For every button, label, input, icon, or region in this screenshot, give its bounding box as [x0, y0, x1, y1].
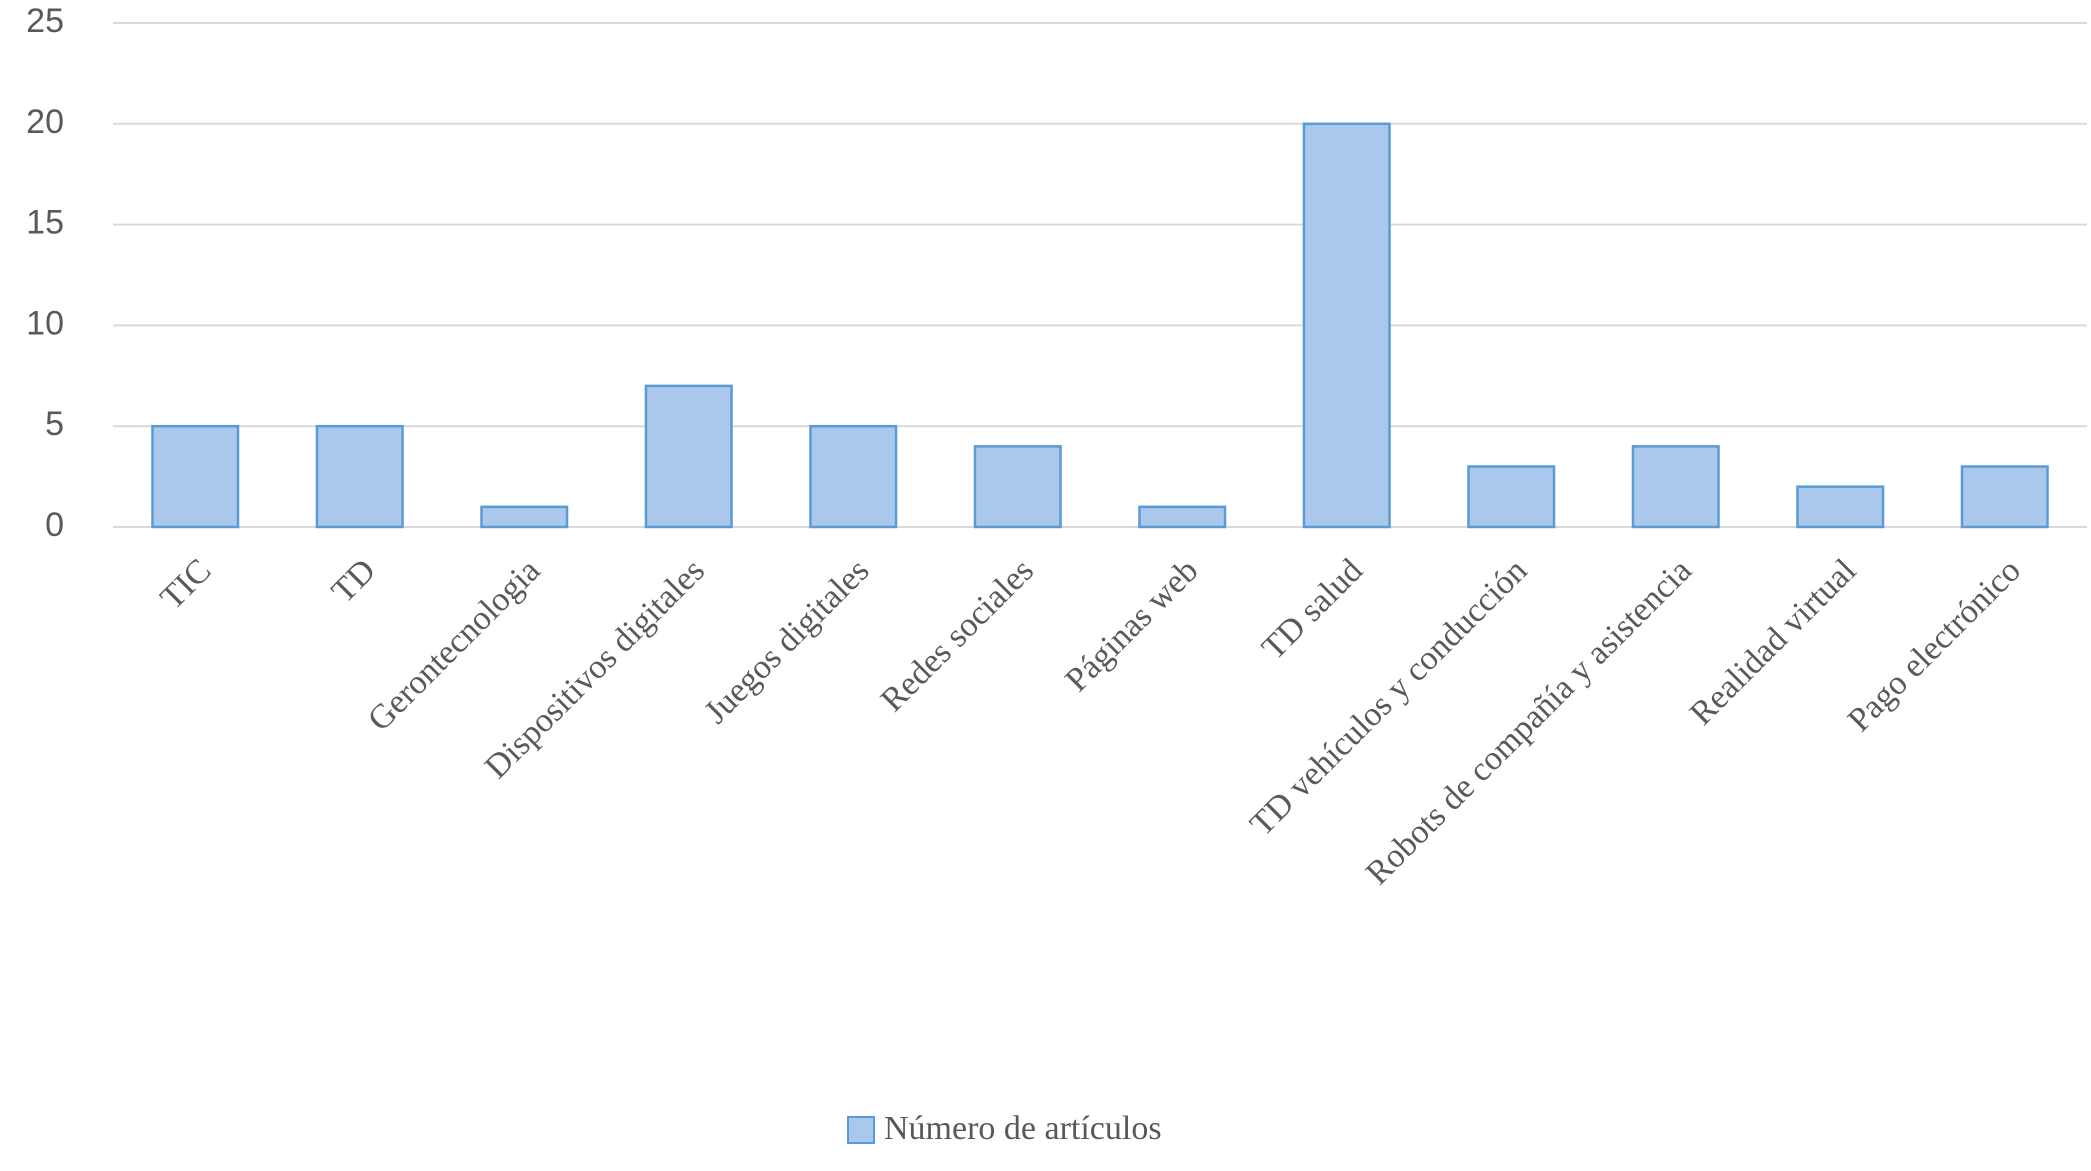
bar	[315, 424, 404, 529]
legend-label: Número de artículos	[884, 1110, 1162, 1147]
bar	[1960, 465, 2049, 529]
x-tick-label: Pago electrónico	[1841, 552, 2028, 739]
bar	[1138, 505, 1227, 529]
x-tick-label: Juegos digitales	[697, 552, 876, 731]
x-tick-label: Redes sociales	[874, 552, 1041, 719]
bar	[151, 424, 240, 529]
legend-swatch	[847, 1116, 875, 1144]
x-tick-label: Páginas web	[1058, 552, 1205, 699]
bar	[1631, 445, 1720, 529]
y-tick-label: 0	[45, 506, 64, 544]
x-tick-label: Gerontecnologia	[361, 552, 547, 738]
bar	[973, 445, 1062, 529]
y-tick-label: 15	[26, 204, 64, 242]
bar	[809, 424, 898, 529]
y-tick-label: 10	[26, 304, 64, 342]
bar	[644, 384, 733, 529]
x-tick-label: Realidad virtual	[1683, 552, 1863, 732]
bar	[1796, 485, 1885, 529]
x-tick-label: TD	[325, 552, 383, 610]
y-tick-label: 5	[45, 405, 64, 443]
bar	[1302, 122, 1391, 529]
y-tick-label: 25	[26, 2, 64, 40]
x-tick-label: TIC	[154, 552, 219, 617]
legend: Número de artículos	[847, 1110, 1162, 1147]
x-tick-label: TD vehículos y conducción	[1243, 552, 1534, 843]
bar	[1467, 465, 1556, 529]
y-tick-label: 20	[26, 103, 64, 141]
x-tick-label: TD salud	[1255, 552, 1370, 667]
x-tick-label: Robots de compañía y asistencia	[1359, 552, 1699, 892]
bar	[480, 505, 569, 529]
